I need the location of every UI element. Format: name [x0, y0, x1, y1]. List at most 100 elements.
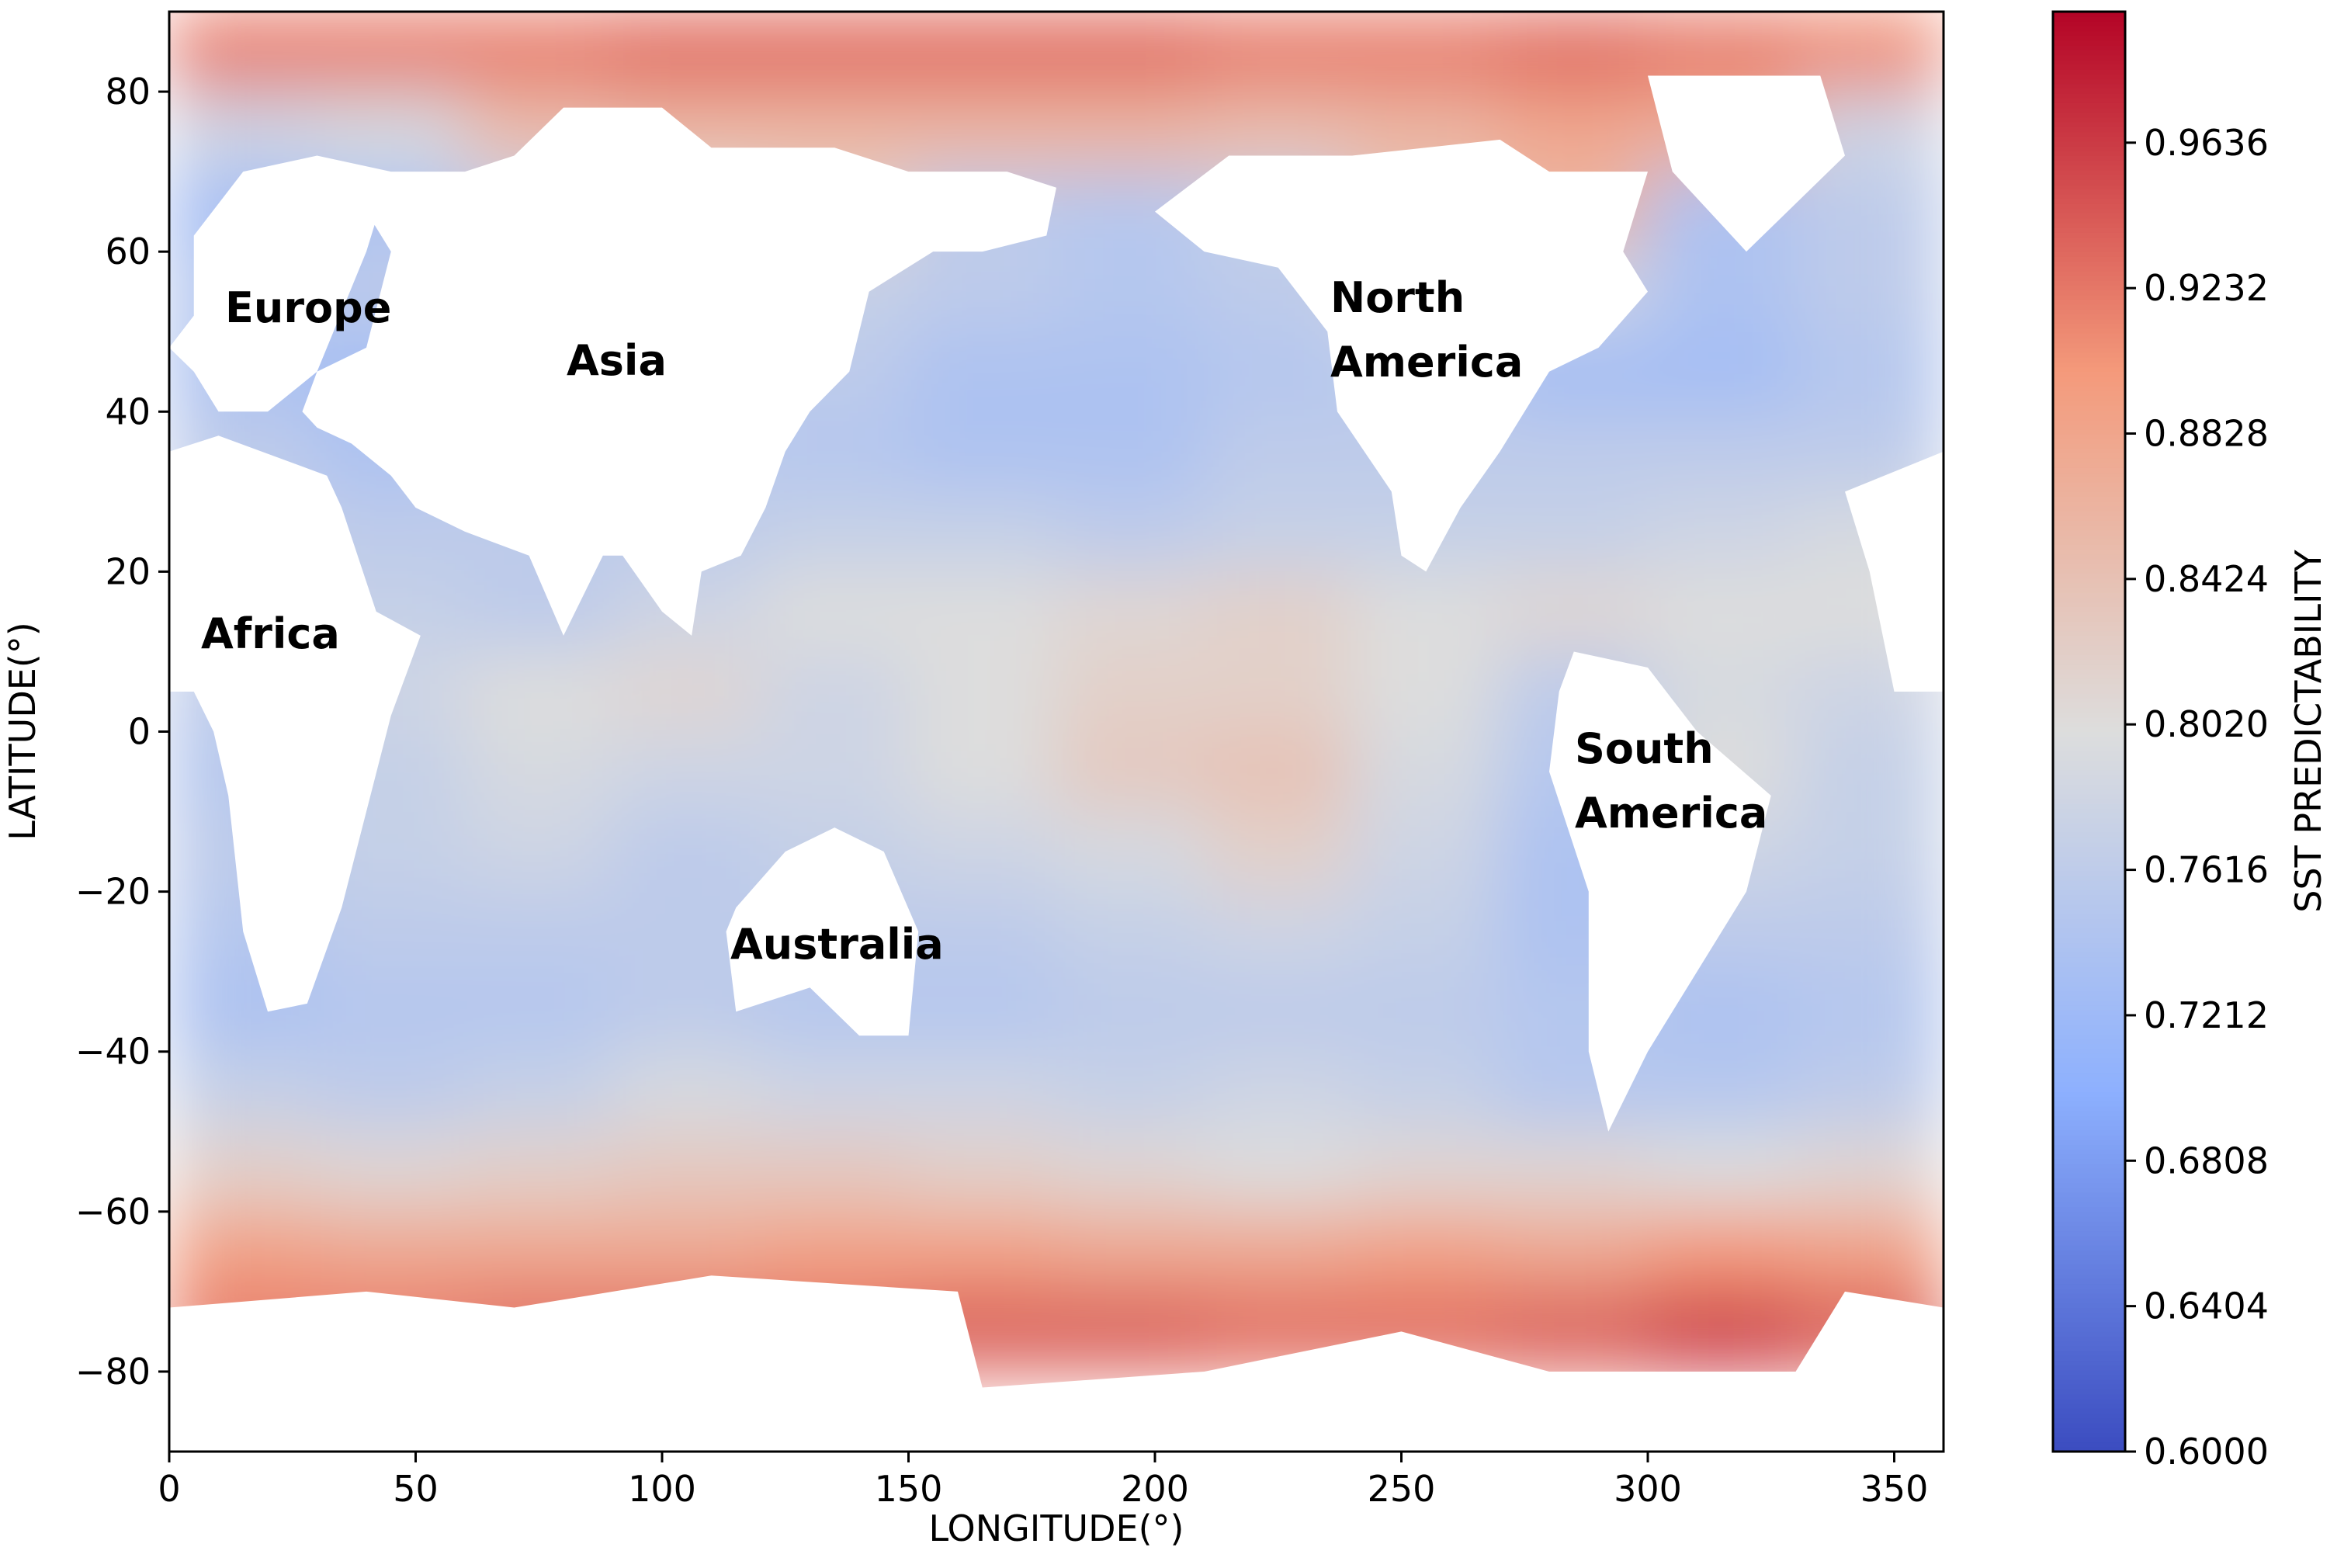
- region-label: America: [1575, 789, 1767, 838]
- colorbar-tick-label: 0.8020: [2144, 703, 2269, 745]
- heat-cell: [1794, 1210, 1944, 1292]
- colorbar-swatch: [2053, 1129, 2125, 1136]
- colorbar-swatch: [2053, 1240, 2125, 1246]
- colorbar-swatch: [2053, 1211, 2125, 1217]
- colorbar-swatch: [2053, 716, 2125, 723]
- heat-cell: [760, 650, 910, 733]
- land-mass: [1845, 451, 1944, 692]
- heat-cell: [1499, 571, 1649, 653]
- colorbar-swatch: [2053, 918, 2125, 924]
- colorbar-swatch: [2053, 1374, 2125, 1380]
- colorbar-swatch: [2053, 1283, 2125, 1289]
- heat-cell: [1203, 331, 1353, 413]
- colorbar-swatch: [2053, 688, 2125, 694]
- colorbar-swatch: [2053, 1350, 2125, 1356]
- colorbar-swatch: [2053, 1307, 2125, 1313]
- colorbar-swatch: [2053, 227, 2125, 233]
- colorbar-swatch: [2053, 20, 2125, 27]
- heat-cell: [1499, 1290, 1649, 1372]
- heat-cell: [612, 12, 761, 93]
- colorbar-swatch: [2053, 760, 2125, 766]
- colorbar-swatch: [2053, 620, 2125, 626]
- colorbar-swatch: [2053, 294, 2125, 300]
- colorbar-swatch: [2053, 1062, 2125, 1068]
- colorbar-swatch: [2053, 165, 2125, 171]
- colorbar-swatch: [2053, 1192, 2125, 1198]
- colorbar-swatch: [2053, 160, 2125, 166]
- colorbar-swatch: [2053, 980, 2125, 987]
- colorbar-swatch: [2053, 1398, 2125, 1404]
- heat-cell: [612, 1050, 761, 1133]
- colorbar-swatch: [2053, 1158, 2125, 1164]
- heat-cell: [760, 1050, 910, 1133]
- heat-cell: [464, 1130, 614, 1212]
- colorbar-swatch: [2053, 265, 2125, 272]
- heat-cell: [169, 1050, 318, 1133]
- colorbar-swatch: [2053, 145, 2125, 151]
- colorbar-swatch: [2053, 438, 2125, 444]
- colorbar-swatch: [2053, 1153, 2125, 1160]
- heat-cell: [316, 1210, 466, 1292]
- colorbar-swatch: [2053, 908, 2125, 914]
- heat-cell: [907, 91, 1057, 173]
- colorbar-swatch: [2053, 942, 2125, 949]
- colorbar-tick-label: 0.6404: [2144, 1285, 2269, 1327]
- colorbar-swatch: [2053, 1413, 2125, 1419]
- colorbar-swatch: [2053, 803, 2125, 809]
- colorbar-swatch: [2053, 932, 2125, 938]
- colorbar-swatch: [2053, 347, 2125, 353]
- colorbar-swatch: [2053, 380, 2125, 387]
- colorbar-swatch: [2053, 1172, 2125, 1179]
- colorbar-swatch: [2053, 1446, 2125, 1452]
- colorbar-swatch: [2053, 625, 2125, 632]
- colorbar-swatch: [2053, 356, 2125, 363]
- heat-cell: [1499, 1130, 1649, 1212]
- colorbar-swatch: [2053, 1365, 2125, 1371]
- plot-area: [169, 12, 1944, 1452]
- colorbar-swatch: [2053, 534, 2125, 540]
- colorbar-swatch: [2053, 673, 2125, 679]
- heat-cell: [1203, 571, 1353, 653]
- colorbar-swatch: [2053, 774, 2125, 780]
- heat-cell: [1056, 411, 1205, 493]
- land-mass: [169, 1275, 1944, 1452]
- colorbar-swatch: [2053, 1143, 2125, 1150]
- heat-cell: [169, 1210, 318, 1292]
- colorbar-swatch: [2053, 1033, 2125, 1039]
- colorbar-swatch: [2053, 1024, 2125, 1030]
- colorbar-swatch: [2053, 1330, 2125, 1337]
- colorbar-swatch: [2053, 985, 2125, 991]
- heat-cell: [1351, 12, 1501, 93]
- colorbar-swatch: [2053, 1163, 2125, 1169]
- colorbar-swatch: [2053, 217, 2125, 224]
- region-label: Asia: [567, 336, 667, 385]
- colorbar-frame: [2051, 10, 2127, 1453]
- colorbar-swatch: [2053, 184, 2125, 190]
- colorbar-swatch: [2053, 846, 2125, 852]
- colorbar-swatch: [2053, 1355, 2125, 1362]
- heat-cell: [907, 1210, 1057, 1292]
- colorbar-swatch: [2053, 1119, 2125, 1126]
- heat-cell: [464, 810, 614, 893]
- colorbar-swatch: [2053, 1326, 2125, 1332]
- colorbar-swatch: [2053, 419, 2125, 425]
- colorbar-swatch: [2053, 851, 2125, 857]
- y-tick-label: −40: [75, 1031, 151, 1073]
- colorbar-swatch: [2053, 208, 2125, 214]
- colorbar-tick-label: 0.8828: [2144, 413, 2269, 455]
- colorbar-swatch: [2053, 1110, 2125, 1116]
- colorbar-swatch: [2053, 279, 2125, 286]
- heat-cell: [907, 571, 1057, 653]
- x-tick-label: 300: [1614, 1468, 1682, 1510]
- colorbar-swatch: [2053, 837, 2125, 843]
- colorbar-swatch: [2053, 539, 2125, 545]
- colorbar-swatch: [2053, 255, 2125, 262]
- colorbar-swatch: [2053, 543, 2125, 550]
- heat-cell: [1794, 1130, 1944, 1212]
- colorbar-tick-label: 0.6808: [2144, 1140, 2269, 1181]
- heat-cell: [1351, 1210, 1501, 1292]
- x-tick-label: 350: [1860, 1468, 1929, 1510]
- colorbar-swatch: [2053, 779, 2125, 786]
- colorbar-swatch: [2053, 995, 2125, 1001]
- colorbar-swatch: [2053, 587, 2125, 593]
